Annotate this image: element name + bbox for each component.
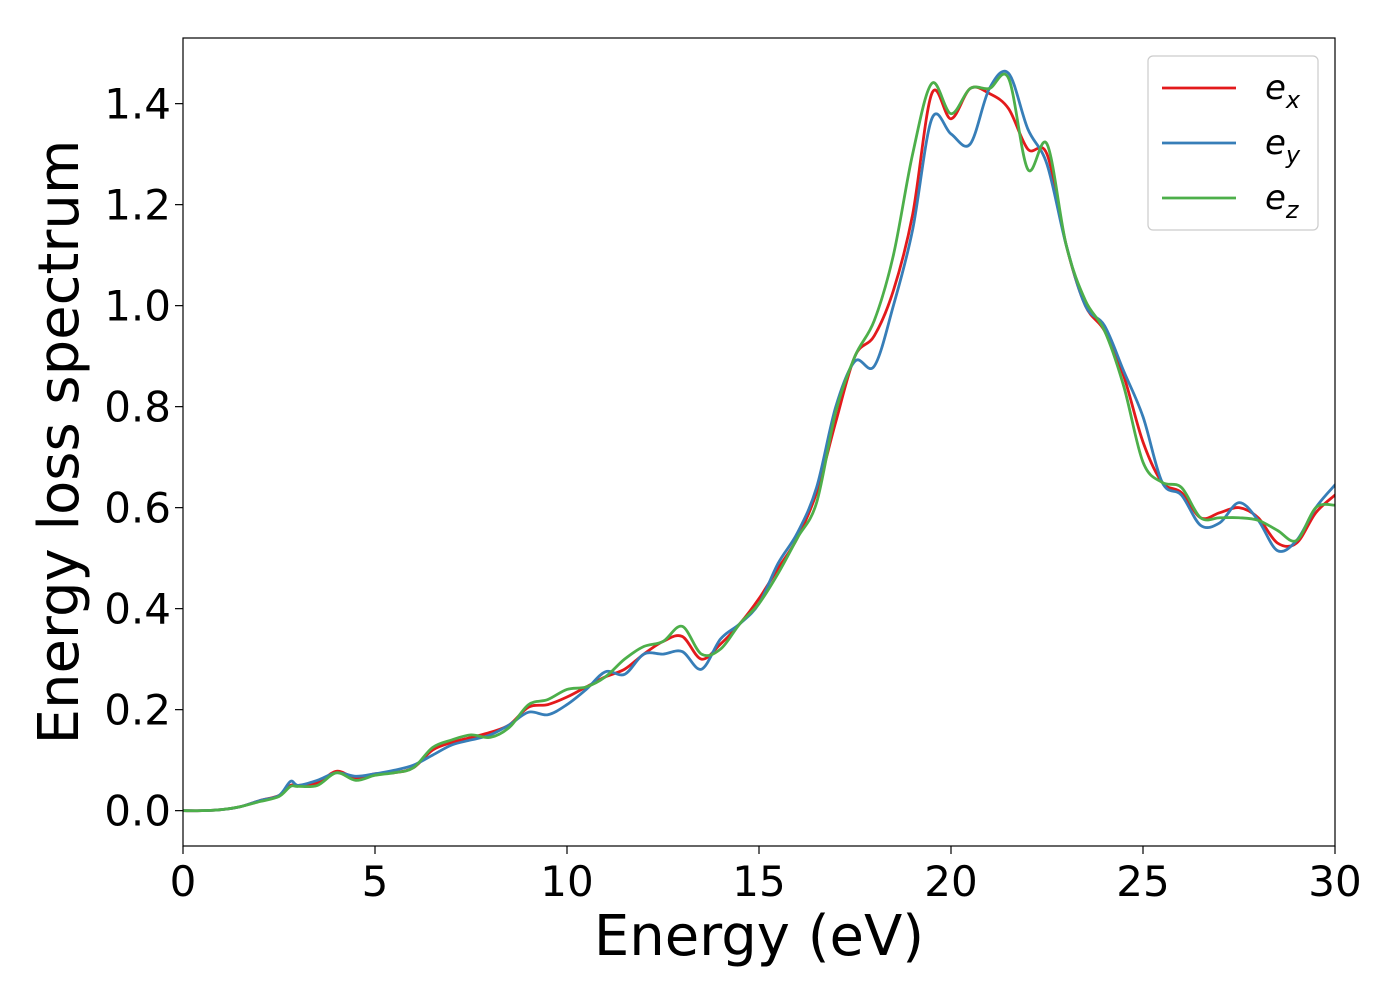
x-tick-label: 0 — [170, 857, 197, 906]
series-line-z — [183, 72, 1335, 813]
y-tick-label: 0.8 — [104, 383, 171, 432]
y-axis-ticks: 0.0 0.2 0.4 0.6 0.8 1.0 1.2 1.4 — [104, 80, 183, 836]
x-tick-label: 15 — [732, 857, 785, 906]
x-axis-ticks: 0 5 10 15 20 25 30 — [170, 846, 1362, 906]
y-tick-label: 0.6 — [104, 484, 171, 533]
x-tick-label: 10 — [540, 857, 593, 906]
legend-label-x: ex — [1265, 68, 1301, 114]
x-tick-label: 25 — [1116, 857, 1169, 906]
legend-label-z: ez — [1265, 178, 1300, 224]
x-axis-title: Energy (eV) — [594, 904, 924, 969]
y-tick-label: 1.4 — [104, 80, 171, 129]
y-tick-label: 0.2 — [104, 686, 171, 735]
x-tick-label: 5 — [362, 857, 389, 906]
y-tick-label: 1.2 — [104, 181, 171, 230]
y-tick-label: 0.0 — [104, 787, 171, 836]
y-tick-label: 0.4 — [104, 585, 171, 634]
y-tick-label: 1.0 — [104, 282, 171, 331]
x-tick-label: 30 — [1308, 857, 1361, 906]
y-axis-title: Energy loss spectrum — [27, 140, 92, 745]
legend-label-y: ey — [1265, 123, 1301, 169]
x-tick-label: 20 — [924, 857, 977, 906]
series-layer — [183, 69, 1335, 813]
legend: ex ey ez — [1147, 55, 1319, 231]
